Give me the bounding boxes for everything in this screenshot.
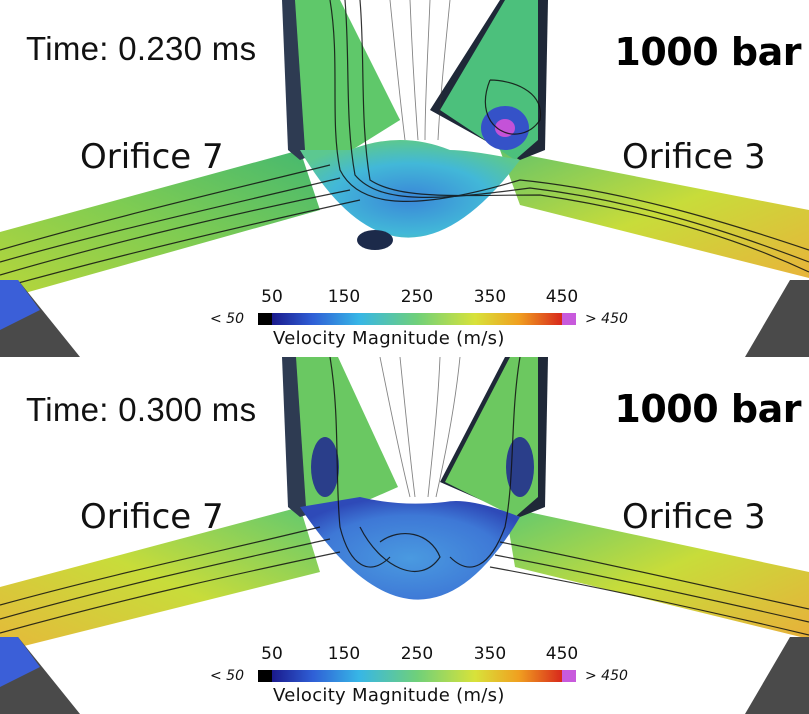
colorbar-tick: 350 xyxy=(473,287,507,307)
colorbar-tick: 50 xyxy=(261,287,283,307)
orifice-right-label: Orifice 3 xyxy=(622,137,766,177)
colorbar-tick: 350 xyxy=(473,644,507,664)
colorbar-tick: 150 xyxy=(327,287,361,307)
flow-visualization-top xyxy=(0,0,809,357)
orifice-left-label: Orifice 7 xyxy=(80,497,224,537)
flow-visualization-bottom xyxy=(0,357,809,714)
colorbar-tick: 50 xyxy=(261,644,283,664)
colorbar-tick: 450 xyxy=(545,644,579,664)
pressure-label: 1000 bar xyxy=(614,30,801,74)
colorbar-tick: 250 xyxy=(400,644,434,664)
colorbar-title: Velocity Magnitude (m/s) xyxy=(273,328,505,349)
orifice-right-label: Orifice 3 xyxy=(622,497,766,537)
pressure-label: 1000 bar xyxy=(614,387,801,431)
colorbar-tick: 450 xyxy=(545,287,579,307)
flow-panel-top: Time: 0.230 ms 1000 bar Orifice 7 Orific… xyxy=(0,0,809,357)
colorbar-tick: 250 xyxy=(400,287,434,307)
colorbar-labels-bottom: 50 150 250 350 450 < 50 > 450 Velocity M… xyxy=(0,357,809,714)
colorbar-above-label: > 450 xyxy=(585,311,628,327)
colorbar-above-label: > 450 xyxy=(585,668,628,684)
colorbar-title: Velocity Magnitude (m/s) xyxy=(273,685,505,706)
flow-panel-bottom: Time: 0.300 ms 1000 bar Orifice 7 Orific… xyxy=(0,357,809,714)
colorbar-labels-top: 50 150 250 350 450 < 50 > 450 Velocity M… xyxy=(210,287,628,349)
colorbar-below-label: < 50 xyxy=(210,311,244,327)
orifice-left-label: Orifice 7 xyxy=(80,137,224,177)
colorbar-top xyxy=(258,313,576,325)
time-label: Time: 0.230 ms xyxy=(26,30,257,67)
colorbar-below-label: < 50 xyxy=(210,668,244,684)
time-label: Time: 0.300 ms xyxy=(26,391,257,428)
colorbar-tick: 150 xyxy=(327,644,361,664)
colorbar-bottom xyxy=(258,670,576,682)
